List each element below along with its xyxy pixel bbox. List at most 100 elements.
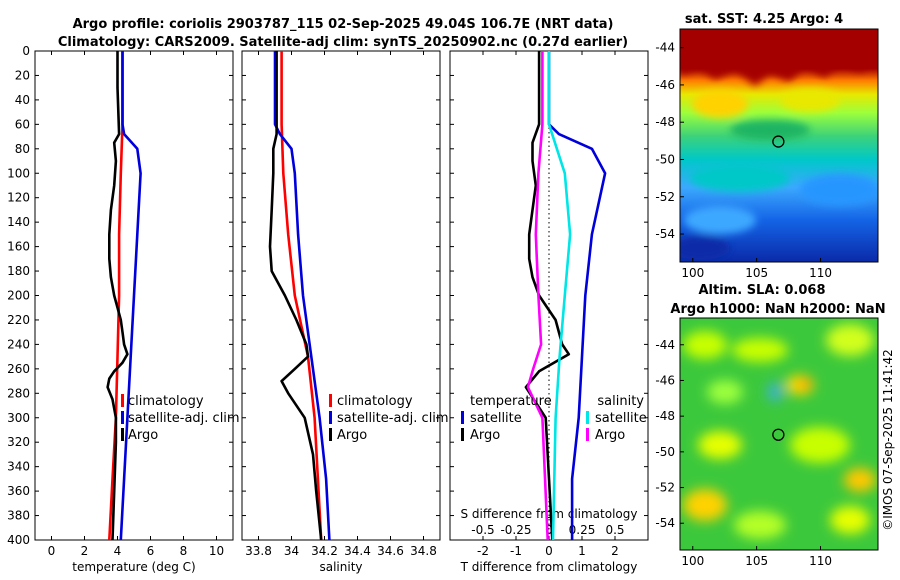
map-y-tick-label: -50: [655, 445, 675, 459]
y-tick-label: 140: [7, 215, 30, 229]
sst-map-image: [680, 29, 878, 262]
y-tick-label: 40: [15, 93, 30, 107]
map-y-tick-label: -48: [655, 409, 675, 423]
legend-argo: Argo: [337, 428, 367, 443]
sla-map-title-line1: Altim. SLA: 0.068: [699, 283, 826, 298]
legend-satellite: satellite-adj. clim: [337, 411, 449, 426]
y-tick-label: 400: [7, 533, 30, 547]
x-top-tick-label: -0.5: [471, 523, 494, 537]
series-line-argo: [106, 51, 129, 541]
y-tick-label: 380: [7, 509, 30, 523]
x-tick-label: 34: [284, 544, 299, 558]
imos-credit: ©IMOS 07-Sep-2025 11:41:42: [881, 349, 895, 531]
sst-map-ticks: 100 105 110 -44 -46 -48 -50 -52 -54: [655, 41, 832, 280]
x-tick-label: 34.4: [344, 544, 371, 558]
map-y-tick-label: -46: [655, 78, 675, 92]
legend-swatch-argo: [121, 428, 124, 441]
legend-climatology: climatology: [337, 394, 413, 409]
x-top-tick-label: 0.5: [605, 523, 624, 537]
map-y-tick-label: -44: [655, 41, 675, 55]
figure-title-line2: Climatology: CARS2009. Satellite-adj cli…: [58, 35, 628, 50]
series-line-climatology: [280, 51, 323, 541]
legend-temperature-title: temperature: [470, 394, 552, 409]
legend-swatch-t-satellite: [461, 411, 464, 424]
y-tick-label: 200: [7, 289, 30, 303]
argo-position-marker: [772, 428, 785, 441]
sst-map-frame: [679, 28, 879, 263]
sla-map-ticks: 100 105 110 -44 -46 -48 -50 -52 -54: [655, 338, 832, 568]
legend-climatology: climatology: [128, 394, 204, 409]
map-x-tick-label: 110: [809, 266, 832, 280]
y-tick-label: 20: [15, 68, 30, 82]
x-tick-label: 0: [48, 544, 56, 558]
y-tick-label: 340: [7, 460, 30, 474]
map-x-tick-label: 100: [681, 554, 704, 568]
y-tick-label: 260: [7, 362, 30, 376]
difference-xlabel: T difference from climatology: [460, 560, 638, 574]
legend-s-satellite: satellite: [595, 411, 647, 426]
sla-map-image: [680, 318, 878, 550]
x-tick-label: 8: [180, 544, 188, 558]
x-tick-label: 4: [114, 544, 122, 558]
x-top-tick-label: 0: [545, 523, 553, 537]
map-x-tick-label: 105: [745, 554, 768, 568]
y-tick-label: 120: [7, 191, 30, 205]
y-tick-label: 220: [7, 313, 30, 327]
x-tick-label: 34.2: [311, 544, 338, 558]
legend-swatch-climatology: [329, 394, 332, 407]
legend-t-argo: Argo: [470, 428, 500, 443]
map-x-tick-label: 110: [809, 554, 832, 568]
y-tick-label: 240: [7, 337, 30, 351]
profile-series: [106, 51, 607, 541]
legend-swatch-climatology: [121, 394, 124, 407]
y-tick-label: 60: [15, 117, 30, 131]
map-y-tick-label: -46: [655, 373, 675, 387]
series-line-climatology: [108, 51, 124, 541]
y-tick-label: 360: [7, 484, 30, 498]
legend-swatch-s-argo: [586, 428, 589, 441]
salinity-panel: [241, 50, 441, 541]
map-y-tick-label: -54: [655, 516, 675, 530]
salinity-legend: climatology satellite-adj. clim Argo: [329, 394, 449, 443]
x-tick-label: 10: [209, 544, 224, 558]
x-top-tick-label: -0.25: [500, 523, 531, 537]
y-tick-label: 320: [7, 435, 30, 449]
map-y-tick-label: -54: [655, 227, 675, 241]
series-line-satellite-adj-clim: [273, 51, 331, 541]
legend-t-satellite: satellite: [470, 411, 522, 426]
legend-swatch-t-argo: [461, 428, 464, 441]
x-tick-label: 33.8: [245, 544, 272, 558]
difference-xlabel-top: S difference from climatology: [461, 507, 638, 521]
argo-position-marker: [772, 135, 785, 148]
sla-map-title-line2: Argo h1000: NaN h2000: NaN: [670, 302, 885, 317]
y-tick-label: 300: [7, 411, 30, 425]
y-tick-label: 160: [7, 240, 30, 254]
x-tick-label: -1: [510, 544, 522, 558]
legend-s-argo: Argo: [595, 428, 625, 443]
map-y-tick-label: -52: [655, 190, 675, 204]
legend-swatch-s-satellite: [586, 411, 589, 424]
legend-swatch-argo: [329, 428, 332, 441]
x-top-tick-label: 0.25: [569, 523, 596, 537]
temperature-legend: climatology satellite-adj. clim Argo: [121, 394, 240, 443]
map-y-tick-label: -52: [655, 481, 675, 495]
map-y-tick-label: -48: [655, 115, 675, 129]
x-tick-label: 0: [545, 544, 553, 558]
y-tick-label: 80: [15, 142, 30, 156]
map-y-tick-label: -44: [655, 338, 675, 352]
map-x-tick-label: 100: [681, 266, 704, 280]
difference-legend: temperature satellite Argo salinity sate…: [461, 394, 647, 443]
figure-title-line1: Argo profile: coriolis 2903787_115 02-Se…: [73, 17, 614, 32]
series-line-t-satellite: [547, 51, 607, 540]
sst-map-title: sat. SST: 4.25 Argo: 4: [685, 12, 843, 27]
y-tick-label: 280: [7, 386, 30, 400]
legend-salinity-title: salinity: [597, 394, 644, 409]
legend-swatch-satellite: [329, 411, 332, 424]
x-tick-label: 34.6: [377, 544, 404, 558]
legend-argo: Argo: [128, 428, 158, 443]
y-tick-label: 0: [22, 44, 30, 58]
salinity-xlabel: salinity: [319, 560, 362, 574]
series-line-argo: [268, 51, 323, 541]
series-line-s-argo: [526, 51, 549, 541]
